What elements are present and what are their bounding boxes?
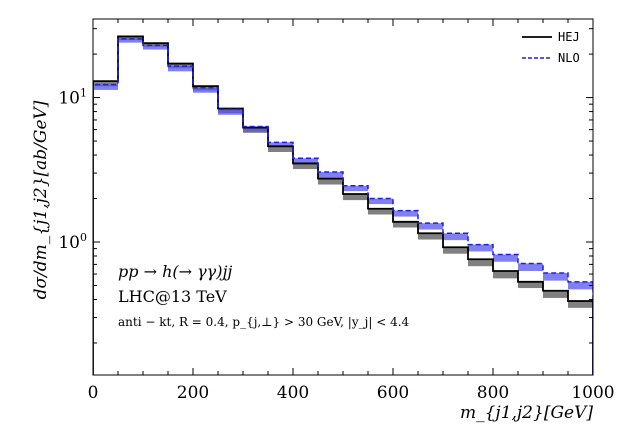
y-axis: 100 101 <box>58 28 593 344</box>
cuts-annotation: anti − kt, R = 0.4, p_{j,⊥} > 30 GeV, |y… <box>118 315 410 329</box>
hej-band-0 <box>93 81 118 87</box>
hej-series-line <box>93 35 593 375</box>
x-tick-label-1000: 1000 <box>571 383 614 403</box>
nlo-band-18 <box>543 273 568 281</box>
x-tick-label-600: 600 <box>377 383 409 403</box>
nlo-band-9 <box>318 172 343 178</box>
hej-band-17 <box>518 281 543 289</box>
energy-annotation: LHC@13 TeV <box>118 287 227 306</box>
nlo-band-4 <box>193 87 218 93</box>
hej-band-12 <box>393 221 418 228</box>
hej-band-8 <box>293 163 318 170</box>
nlo-band-14 <box>443 233 468 241</box>
legend: HEJ NLO <box>522 30 580 65</box>
x-axis-label: m_{j1,j2}[GeV] <box>460 403 593 423</box>
nlo-band-15 <box>468 244 493 252</box>
uncertainty-bands <box>93 36 593 308</box>
nlo-band-12 <box>393 210 418 217</box>
x-tick-label-800: 800 <box>477 383 509 403</box>
legend-nlo-label: NLO <box>558 51 580 65</box>
nlo-band-17 <box>518 263 543 271</box>
legend-hej-label: HEJ <box>558 30 580 44</box>
nlo-band-1 <box>118 38 143 43</box>
nlo-band-16 <box>493 254 518 262</box>
series-lines <box>93 35 593 375</box>
nlo-band-5 <box>218 109 243 115</box>
nlo-band-10 <box>343 185 368 192</box>
x-tick-label-400: 400 <box>277 383 309 403</box>
x-tick-label-0: 0 <box>88 383 99 403</box>
hej-band-13 <box>418 233 443 240</box>
hej-band-10 <box>343 193 368 201</box>
nlo-band-13 <box>418 223 443 230</box>
hej-band-7 <box>268 146 293 152</box>
nlo-band-11 <box>368 198 393 205</box>
nlo-band-0 <box>93 84 118 90</box>
hej-band-18 <box>543 290 568 298</box>
y-tick-label-1: 100 <box>58 231 87 253</box>
nlo-band-2 <box>143 45 168 50</box>
nlo-band-7 <box>268 142 293 148</box>
x-tick-label-200: 200 <box>177 383 209 403</box>
hej-band-14 <box>443 247 468 254</box>
hej-band-11 <box>368 208 393 215</box>
x-axis: 0 200 400 600 800 1000 <box>88 19 615 403</box>
hej-band-16 <box>493 270 518 279</box>
nlo-band-19 <box>568 281 593 290</box>
nlo-band-8 <box>293 158 318 164</box>
y-tick-label-10: 101 <box>58 87 87 109</box>
hej-band-3 <box>168 63 193 69</box>
nlo-series-line <box>93 38 593 375</box>
y-axis-label: dσ/dm_{j1,j2}[ab/GeV] <box>31 100 51 299</box>
hej-band-15 <box>468 259 493 267</box>
process-annotation: pp → h(→ γγ)jj <box>118 262 232 281</box>
nlo-band-6 <box>243 126 268 132</box>
hej-band-9 <box>318 178 343 185</box>
nlo-band-3 <box>168 66 193 72</box>
hej-band-19 <box>568 301 593 308</box>
